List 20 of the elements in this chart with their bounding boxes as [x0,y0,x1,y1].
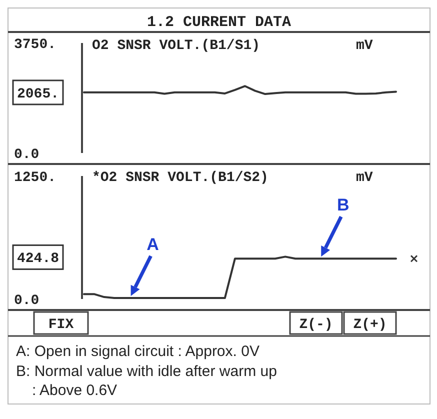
chart-subtitle: O2 SNSR VOLT.(B1/S1) [92,38,260,54]
y-axis-title: mV [356,170,374,186]
annotation: B [336,196,350,215]
y-tick-label: 1250. [14,170,56,186]
y-tick-label: 424.8 [16,251,60,268]
chart-title: 1.2 CURRENT DATA [146,14,292,31]
text: Z(-) [299,316,333,333]
text: B: Normal value with idle after warm up : Above 0.6V [16,363,277,399]
y-tick-label: 0.0 [14,292,40,309]
annotation: A [146,235,159,254]
line-series [83,256,397,300]
chart-title: *O2 SNSR VOLT.(B1/S2) [92,170,268,186]
y-tick-label: 3750. [14,36,56,53]
text: A: Open in signal circuit : Approx. 0V [16,343,260,360]
y-tick-label: 0.0 [14,146,40,163]
line-series [83,85,397,96]
y-tick-label: 2065. [16,86,60,102]
text: FIX [48,316,74,333]
y-axis-title: mV [356,38,374,54]
text: Z(+) [353,316,387,333]
